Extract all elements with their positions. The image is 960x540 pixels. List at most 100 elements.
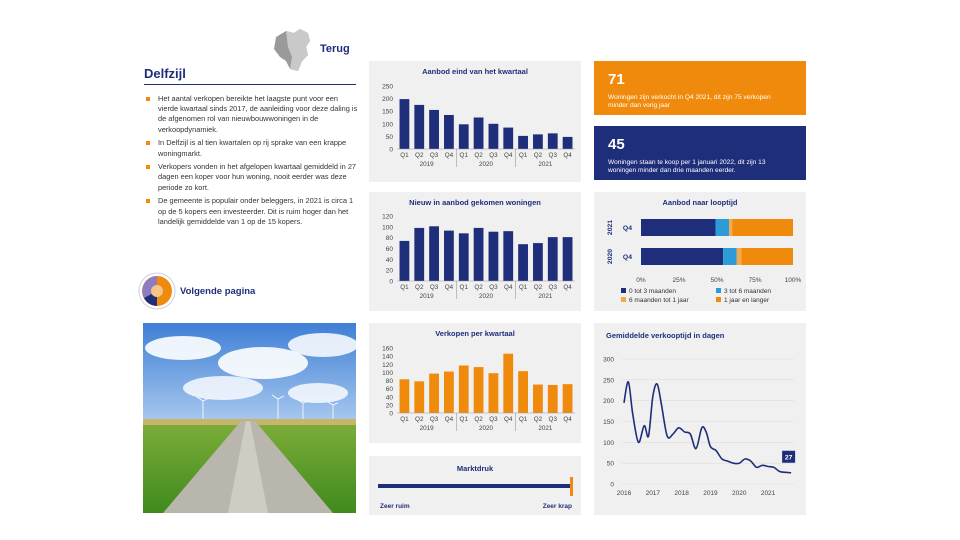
y-tick-label: 50 [607,461,615,468]
bar [473,117,484,149]
bar [444,230,454,281]
bar [488,123,499,149]
x-tick-label: Q2 [415,284,424,291]
x-tick-label: Q4 [563,152,572,159]
y-tick-label: 150 [603,419,614,426]
x-tick-label: Q1 [519,284,528,291]
y-tick-label: 100 [382,370,393,377]
legend-label: 0 tot 3 maanden [629,288,676,295]
x-tick-label: 50% [710,277,723,284]
chart-title: Aanbod naar looptijd [662,198,738,207]
x-tick-label: 2018 [674,490,689,497]
x-group-label: 2019 [420,161,435,168]
kpi-description: Woningen staan te koop per 1 januari 202… [608,159,766,175]
chart-aanbod-eind-kwartaal: Aanbod eind van het kwartaal 0 50 100 150 20… [369,61,581,182]
bar [399,379,410,413]
bar [414,381,425,413]
bar [562,237,573,281]
bar [414,104,425,149]
x-tick-label: Q3 [549,416,558,423]
x-tick-label: Q1 [400,284,409,291]
bar [414,227,425,281]
x-tick-label: Q4 [563,284,572,291]
x-tick-label: 100% [785,277,802,284]
bar [473,227,484,281]
y-tick-label: 100 [382,121,393,128]
x-group-label: 2019 [420,425,435,432]
x-tick-label: Q3 [430,416,439,423]
y-tick-label: 60 [386,386,394,393]
x-tick-label: Q3 [430,152,439,159]
x-tick-label: Q2 [415,152,424,159]
x-tick-label: Q3 [430,284,439,291]
bullet-item: Verkopers vonden in het afgelopen kwarta… [144,162,358,193]
x-tick-label: Q1 [400,416,409,423]
kpi-value: 71 [608,71,625,88]
bullet-item: De gemeente is populair onder beleggers,… [144,196,358,227]
x-tick-label: Q4 [445,284,454,291]
bullet-list: Het aantal verkopen bereikte het laagste… [144,94,358,230]
next-page-button[interactable]: Volgende pagina [138,272,278,310]
x-tick-label: Q3 [549,152,558,159]
stacked-bar-segment [641,219,716,236]
kpi-value: 45 [608,136,625,153]
bar [458,233,469,281]
legend-swatch [621,288,626,293]
stacked-bar-segment [729,219,733,236]
bar [429,226,439,281]
y-tick-label: 0 [389,279,393,286]
x-tick-label: Q3 [549,284,558,291]
x-group-label: 2019 [420,293,435,300]
series-line [623,381,792,474]
title-divider [144,84,356,85]
bar [562,136,573,149]
bar [429,373,439,413]
stacked-bar-segment [715,219,730,236]
y-tick-label: 200 [603,398,614,405]
municipality-map-icon [274,29,310,71]
chart-gemiddelde-verkooptijd: Gemiddelde verkooptijd in dagen 0 50 100 15… [594,323,806,515]
y-tick-label: 300 [603,357,614,364]
row-year-label: 2021 [607,220,614,235]
x-tick-label: Q4 [504,152,513,159]
end-value-badge [782,450,796,463]
x-tick-label: Q4 [504,416,513,423]
pie-chart-icon [138,272,176,310]
y-tick-label: 40 [386,394,394,401]
bar [458,365,469,413]
y-tick-label: 80 [386,378,394,385]
stacked-bar-segment [741,248,793,265]
y-tick-label: 120 [382,362,393,369]
bar [488,373,499,413]
legend-label: 1 jaar en langer [724,297,770,304]
bar [547,133,558,149]
y-tick-label: 140 [382,354,393,361]
x-group-label: 2021 [538,425,553,432]
x-tick-label: 75% [748,277,761,284]
y-tick-label: 0 [389,147,393,154]
bullet-item: Het aantal verkopen bereikte het laagste… [144,94,358,135]
bar [503,353,514,413]
x-tick-label: Q3 [489,416,498,423]
end-value-label: 27 [785,454,793,461]
y-tick-label: 0 [389,411,393,418]
bar [547,384,558,413]
bar [399,240,410,281]
stacked-bar-segment [732,219,793,236]
y-tick-label: 200 [382,96,393,103]
stacked-bar-segment [641,248,724,265]
x-tick-label: Q2 [534,152,543,159]
stacked-bar-segment [736,248,742,265]
back-link[interactable]: Terug [320,43,350,55]
x-tick-label: 2021 [761,490,776,497]
chart-marktdruk: Marktdruk Zeer ruim Zeer krap [369,456,581,515]
bar [518,135,528,149]
x-tick-label: Q4 [445,152,454,159]
bar [473,367,484,413]
bar [533,384,543,413]
x-tick-label: Q1 [460,416,469,423]
x-tick-label: 2016 [617,490,632,497]
x-tick-label: Q2 [474,284,483,291]
bar [399,99,410,149]
y-tick-label: 100 [603,440,614,447]
